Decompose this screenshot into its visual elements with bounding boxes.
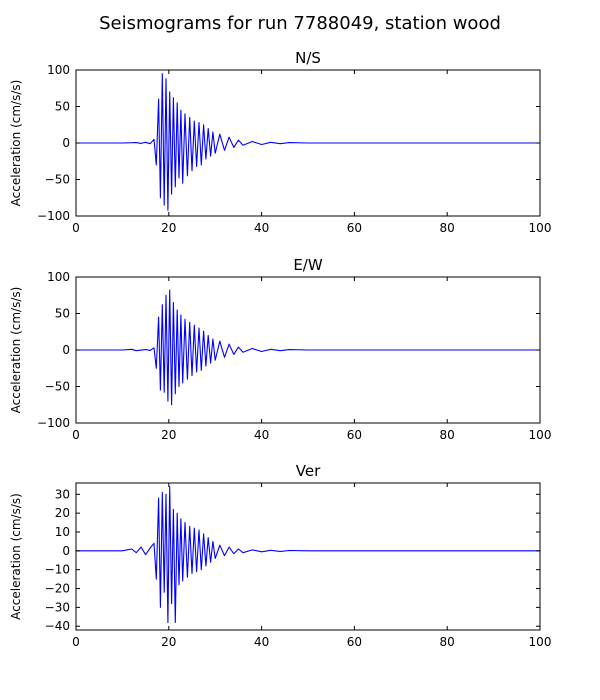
seismogram-trace <box>76 486 540 624</box>
y-tick-label: 100 <box>47 270 70 284</box>
y-tick-label: −30 <box>45 600 70 614</box>
y-tick-label: 100 <box>47 63 70 77</box>
y-axis-label: Acceleration (cm/s/s) <box>9 493 23 620</box>
y-tick-label: −40 <box>45 619 70 633</box>
y-tick-label: −50 <box>45 173 70 187</box>
x-tick-label: 0 <box>72 635 80 649</box>
x-tick-label: 40 <box>254 221 269 235</box>
x-tick-label: 0 <box>72 221 80 235</box>
panel-title: E/W <box>293 256 323 274</box>
y-axis-label: Acceleration (cm/s/s) <box>9 80 23 207</box>
x-tick-label: 100 <box>529 428 552 442</box>
x-tick-label: 60 <box>347 428 362 442</box>
plot-frame <box>75 482 541 631</box>
x-tick-label: 100 <box>529 221 552 235</box>
y-tick-label: 0 <box>62 136 70 150</box>
x-tick-label: 60 <box>347 635 362 649</box>
y-tick-label: −100 <box>37 209 70 223</box>
y-tick-label: 0 <box>62 343 70 357</box>
y-tick-label: −100 <box>37 416 70 430</box>
x-tick-label: 0 <box>72 428 80 442</box>
panel-title: Ver <box>296 462 321 480</box>
x-tick-label: 20 <box>161 221 176 235</box>
y-tick-label: 10 <box>55 525 70 539</box>
x-tick-label: 80 <box>440 635 455 649</box>
y-tick-label: −20 <box>45 582 70 596</box>
y-tick-label: 50 <box>55 100 70 114</box>
panel-title: N/S <box>295 49 321 67</box>
y-tick-label: −50 <box>45 380 70 394</box>
x-tick-label: 40 <box>254 635 269 649</box>
x-tick-label: 100 <box>529 635 552 649</box>
x-tick-label: 80 <box>440 221 455 235</box>
x-tick-label: 40 <box>254 428 269 442</box>
x-tick-label: 20 <box>161 635 176 649</box>
y-tick-label: 30 <box>55 487 70 501</box>
y-axis-label: Acceleration (cm/s/s) <box>9 287 23 414</box>
y-tick-label: −10 <box>45 563 70 577</box>
x-tick-label: 20 <box>161 428 176 442</box>
chart-panel: E/W Acceleration (cm/s/s) 0 20 40 60 80 100 100 5… <box>9 256 551 442</box>
y-tick-label: 50 <box>55 307 70 321</box>
x-tick-label: 60 <box>347 221 362 235</box>
y-tick-label: 20 <box>55 506 70 520</box>
y-tick-label: 0 <box>62 544 70 558</box>
chart-panel: N/S Acceleration (cm/s/s) 0 20 40 60 80 100 100 5… <box>9 49 551 235</box>
seismogram-trace <box>76 289 540 406</box>
x-tick-label: 80 <box>440 428 455 442</box>
seismogram-trace <box>76 73 540 211</box>
figure-title: Seismograms for run 7788049, station woo… <box>99 13 501 34</box>
